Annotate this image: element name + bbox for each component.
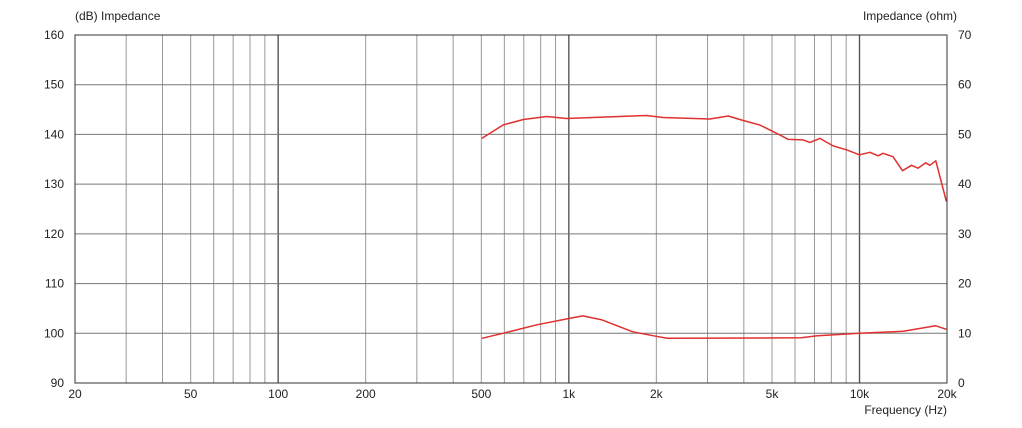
y-left-tick-label: 160	[44, 28, 64, 42]
y-axis-right-label: Impedance (ohm)	[863, 9, 957, 23]
y-left-tick-label: 90	[51, 376, 65, 390]
y-left-tick-label: 150	[44, 78, 64, 92]
x-tick-label: 100	[268, 387, 288, 401]
y-left-tick-label: 130	[44, 177, 64, 191]
x-tick-label: 20k	[937, 387, 957, 401]
x-tick-label: 500	[471, 387, 491, 401]
series-lines	[481, 114, 948, 340]
y-right-tick-label: 10	[958, 326, 972, 340]
y-left-tick-label: 120	[44, 227, 64, 241]
y-right-tick-label: 40	[958, 177, 972, 191]
tick-labels: 20 50 100 200 500 1k 2k 5k 10k 20k901001101201301…	[44, 28, 972, 401]
y-right-tick-label: 50	[958, 127, 972, 141]
y-right-tick-label: 20	[958, 277, 972, 291]
grid	[75, 34, 947, 384]
y-right-tick-label: 0	[958, 376, 965, 390]
y-right-tick-label: 60	[958, 78, 972, 92]
y-left-tick-label: 140	[44, 127, 64, 141]
plot-frame	[74, 34, 948, 384]
y-left-tick-label: 110	[45, 277, 64, 291]
series-line-2	[481, 315, 947, 340]
x-tick-label: 1k	[562, 387, 576, 401]
x-tick-label: 200	[356, 387, 376, 401]
y-right-tick-label: 70	[958, 28, 972, 42]
y-axis-left-label: (dB) Impedance	[75, 9, 161, 23]
y-left-tick-label: 100	[44, 326, 64, 340]
x-tick-label: 50	[184, 387, 198, 401]
x-tick-label: 10k	[850, 387, 870, 401]
x-tick-label: 20	[68, 387, 82, 401]
series-line-1	[481, 114, 948, 202]
y-right-tick-label: 30	[958, 227, 972, 241]
x-axis-label: Frequency (Hz)	[864, 403, 947, 417]
x-tick-label: 2k	[650, 387, 664, 401]
x-tick-label: 5k	[766, 387, 780, 401]
